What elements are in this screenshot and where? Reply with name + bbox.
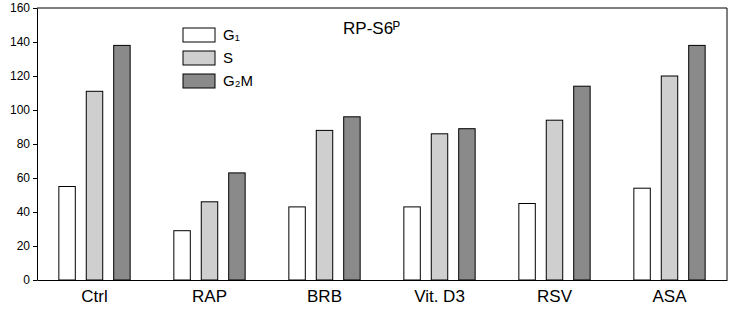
tick-mark — [33, 246, 37, 247]
tick: RSV — [537, 280, 573, 306]
y-axis: 0 20 40 60 80 100 120 140 160 — [10, 1, 38, 287]
axis-line — [37, 9, 38, 281]
tick-mark — [33, 8, 37, 9]
tick: 0 — [23, 273, 37, 287]
bars — [59, 45, 705, 280]
bar — [404, 207, 420, 280]
bar — [459, 129, 475, 280]
legend-item: G₂M — [183, 72, 253, 89]
tick: 20 — [17, 239, 37, 253]
title: RP-S6ᴾ — [343, 19, 400, 38]
frame — [727, 8, 728, 280]
tick-mark — [33, 110, 37, 111]
chart: 0 20 40 60 80 100 120 140 160 Ctrl RAP BRB Vit. D3 RS… — [0, 0, 733, 331]
bar — [316, 130, 332, 280]
bar — [661, 76, 677, 280]
tick: 40 — [17, 205, 37, 219]
tick: 160 — [10, 1, 37, 15]
tick-label: 100 — [10, 103, 30, 117]
legend-item: G₁ — [183, 26, 240, 43]
frame — [37, 8, 727, 9]
bar — [114, 45, 130, 280]
tick: 60 — [17, 171, 37, 185]
tick: RAP — [192, 280, 227, 306]
legend-swatch — [183, 74, 215, 88]
tick-label: Ctrl — [81, 287, 107, 306]
bar — [574, 86, 590, 280]
tick: 140 — [10, 35, 37, 49]
tick-label: Vit. D3 — [414, 287, 465, 306]
tick-label: 140 — [10, 35, 30, 49]
tick-label: BRB — [307, 287, 342, 306]
tick: 120 — [10, 69, 37, 83]
bar — [229, 173, 245, 280]
bar — [344, 117, 360, 280]
tick: Vit. D3 — [414, 280, 465, 306]
legend-label: S — [223, 49, 233, 66]
bar — [689, 45, 705, 280]
tick-mark — [33, 76, 37, 77]
legend-swatch — [183, 51, 215, 65]
legend: G₁ S G₂M — [183, 26, 253, 89]
tick-label: 0 — [23, 273, 30, 287]
tick-mark — [33, 280, 37, 281]
axis-line — [38, 280, 728, 281]
x-axis: Ctrl RAP BRB Vit. D3 RSV ASA — [38, 280, 728, 306]
tick: ASA — [652, 280, 687, 306]
bar — [634, 188, 650, 280]
tick-label: 120 — [10, 69, 30, 83]
plot: 0 20 40 60 80 100 120 140 160 Ctrl RAP BRB Vit. D3 RS… — [10, 1, 728, 306]
bar-series — [114, 45, 705, 280]
tick-label: 160 — [10, 1, 30, 15]
bar — [519, 204, 535, 281]
bar — [289, 207, 305, 280]
tick-mark — [33, 42, 37, 43]
tick-label: ASA — [652, 287, 687, 306]
tick-mark — [33, 212, 37, 213]
tick-mark — [33, 178, 37, 179]
bar-series — [86, 76, 677, 280]
bar — [174, 231, 190, 280]
tick-label: 40 — [17, 205, 31, 219]
bar — [431, 134, 447, 280]
legend-swatch — [183, 28, 215, 42]
tick: BRB — [307, 280, 342, 306]
bar — [86, 91, 102, 280]
tick-label: 60 — [17, 171, 31, 185]
legend-label: G₁ — [223, 26, 240, 43]
tick: Ctrl — [81, 280, 107, 306]
bar — [546, 120, 562, 280]
tick-label: 20 — [17, 239, 31, 253]
bar — [201, 202, 217, 280]
legend-label: G₂M — [223, 72, 253, 89]
bar — [59, 187, 75, 281]
tick-label: RSV — [537, 287, 573, 306]
tick-label: RAP — [192, 287, 227, 306]
tick-mark — [33, 144, 37, 145]
tick-label: 80 — [17, 137, 31, 151]
tick: 100 — [10, 103, 37, 117]
tick: 80 — [17, 137, 37, 151]
legend-item: S — [183, 49, 233, 66]
